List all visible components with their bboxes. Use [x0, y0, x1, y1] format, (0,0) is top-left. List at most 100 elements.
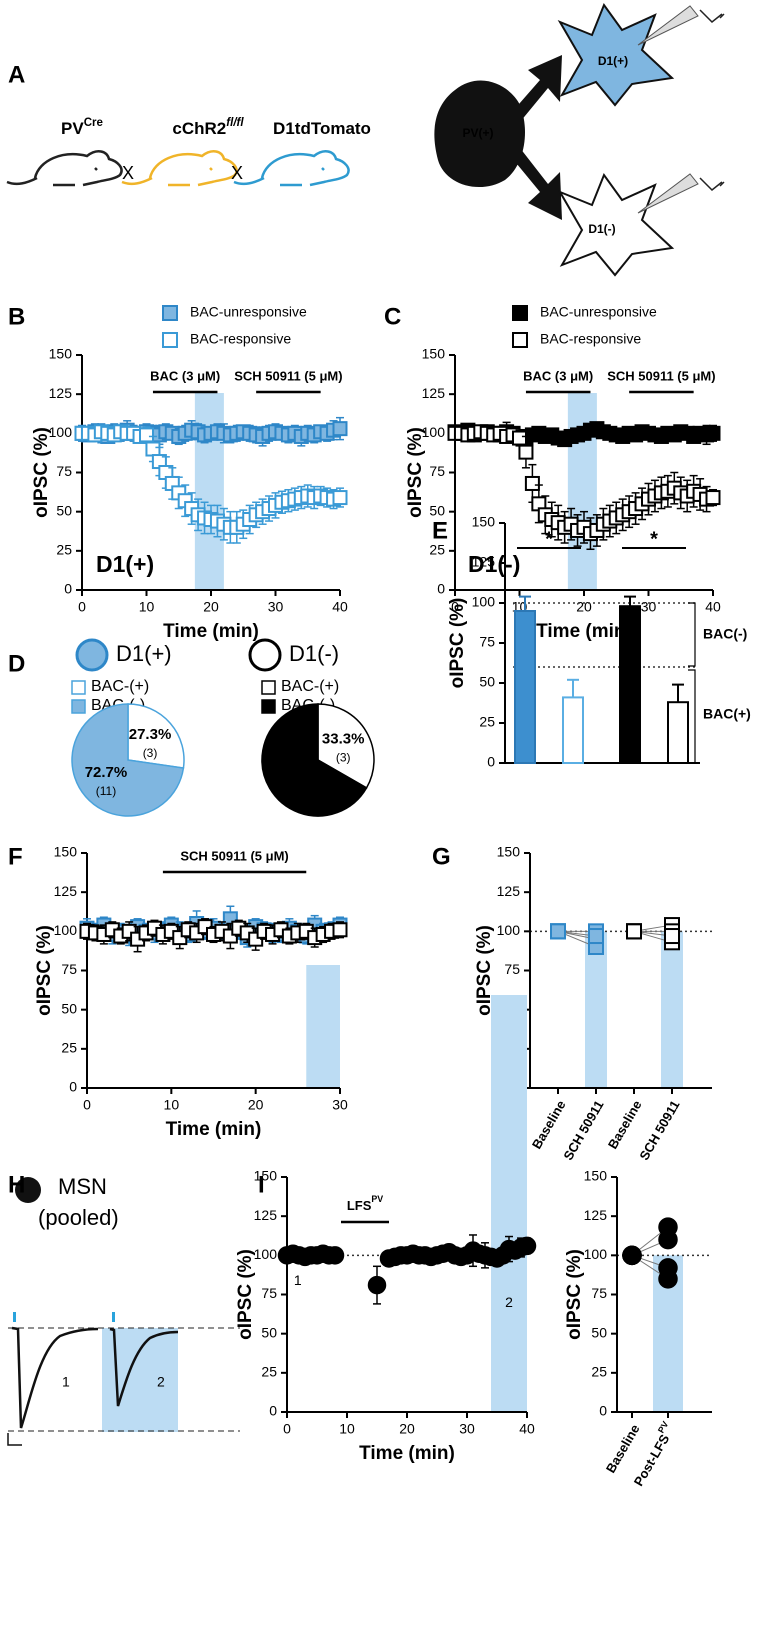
d1-negative-cell: [557, 172, 675, 277]
legend-marker: [71, 680, 86, 695]
ipsc-trace: [11, 1326, 99, 1429]
data-point: [145, 441, 161, 457]
legend-label: BAC-(+): [281, 678, 339, 695]
x-tick-label: 20: [248, 1097, 264, 1113]
y-tick-label: 100: [254, 1246, 278, 1262]
x-tick-label: Baseline: [603, 1422, 643, 1476]
x-tick-label: Baseline: [605, 1098, 645, 1152]
y-tick-label: 0: [64, 581, 72, 597]
pie-slice: [317, 703, 375, 789]
legend-marker: [261, 699, 276, 714]
data-point: [550, 923, 566, 940]
legend-label: BAC-unresponsive: [540, 304, 657, 320]
legend-marker: [162, 332, 178, 348]
y-tick-label: 100: [472, 594, 496, 610]
y-tick-label: 25: [591, 1364, 607, 1380]
value-label: 33.3%: [322, 730, 365, 747]
y-tick-label: 50: [61, 1000, 77, 1016]
y-tick-label: 50: [479, 674, 495, 690]
y-tick-label: 150: [472, 514, 496, 530]
shade: [585, 931, 607, 1088]
period-label: SCH 50911 (5 μM): [234, 368, 342, 383]
bracket: [688, 602, 696, 667]
data-point: [367, 1275, 387, 1295]
legend-label: MSN: [58, 1174, 107, 1199]
cell-label: D1(+): [598, 54, 628, 68]
y-tick-label: 125: [49, 385, 73, 401]
data-point: [139, 427, 154, 443]
data-point: [705, 425, 721, 441]
synapse: [512, 148, 562, 220]
period-label: BAC (3 μM): [523, 368, 593, 383]
y-tick-label: 100: [497, 922, 521, 938]
value-label: 72.7%: [85, 764, 128, 781]
y-tick-label: 125: [422, 385, 446, 401]
y-tick-label: 50: [261, 1324, 277, 1340]
y-axis-label: oIPSC (%): [31, 427, 52, 518]
panel-label: G: [432, 843, 451, 870]
y-tick-label: 25: [61, 1040, 77, 1056]
msn-marker: [15, 1177, 41, 1203]
pie-slice: [261, 703, 368, 817]
legend-label: (pooled): [38, 1205, 119, 1230]
count-label: (11): [96, 784, 116, 798]
plot-annotation: D1(-): [468, 551, 520, 577]
y-tick-label: 75: [479, 634, 495, 650]
legend-marker: [71, 699, 86, 714]
y-tick-label: 125: [472, 554, 496, 570]
y-tick-label: 150: [497, 844, 521, 860]
y-axis-label: oIPSC (%): [564, 1249, 585, 1340]
y-axis-label: oIPSC (%): [235, 1249, 256, 1340]
y-tick-label: 125: [584, 1207, 608, 1223]
period-label: SCH 50911 (5 μM): [180, 848, 288, 863]
period-label-main: LFS: [347, 1198, 372, 1213]
shade: [306, 965, 340, 1088]
genotype-label-main: D1tdTomato: [273, 119, 371, 138]
synapse: [512, 55, 562, 122]
data-point: [332, 922, 348, 938]
x-tick-label: 20: [399, 1421, 415, 1437]
bar: [667, 701, 689, 765]
value-label: 66.7%: [272, 760, 315, 777]
data-point: [622, 1245, 642, 1266]
y-tick-label: 150: [254, 1168, 278, 1184]
shade: [194, 393, 224, 590]
mouse-icon: [232, 150, 350, 187]
legend-label: BAC-(+): [91, 678, 149, 695]
light-pulse: [112, 1312, 115, 1322]
pie-slice: [71, 703, 185, 817]
data-point: [626, 923, 642, 940]
point-label: 2: [505, 1294, 513, 1310]
pv-cell: [434, 80, 525, 188]
data-point: [518, 444, 534, 460]
legend-label: BAC-responsive: [540, 331, 641, 347]
panel-label: H: [8, 1171, 25, 1198]
x-tick-label: 30: [641, 599, 657, 615]
y-tick-label: 25: [479, 714, 495, 730]
y-tick-label: 25: [429, 542, 445, 558]
y-axis-label: oIPSC (%): [34, 925, 55, 1016]
x-tick-label: 0: [451, 599, 459, 615]
y-tick-label: 75: [429, 463, 445, 479]
pipette: [637, 5, 699, 46]
y-tick-label: 150: [584, 1168, 608, 1184]
data-point: [588, 928, 604, 945]
y-tick-label: 50: [56, 502, 72, 518]
period-label: LFSPV: [347, 1194, 383, 1213]
period-label-sup: PV: [371, 1194, 383, 1204]
trace-label: 2: [157, 1374, 165, 1390]
genotype-label: D1tdTomato: [273, 119, 371, 138]
x-tick-label: Baseline: [529, 1098, 569, 1152]
y-tick-label: 100: [422, 424, 446, 440]
panel-label: E: [432, 517, 448, 544]
plot-annotation: D1(+): [96, 551, 154, 577]
ipsc-trace: [109, 1327, 179, 1407]
data-point: [512, 430, 527, 446]
x-tick-label-main: Post-LFS: [631, 1432, 673, 1489]
data-point: [524, 475, 540, 491]
count-label: (9): [285, 780, 300, 794]
cross-label: X: [231, 163, 243, 183]
y-tick-label: 0: [487, 754, 495, 770]
y-tick-label: 100: [584, 1246, 608, 1262]
